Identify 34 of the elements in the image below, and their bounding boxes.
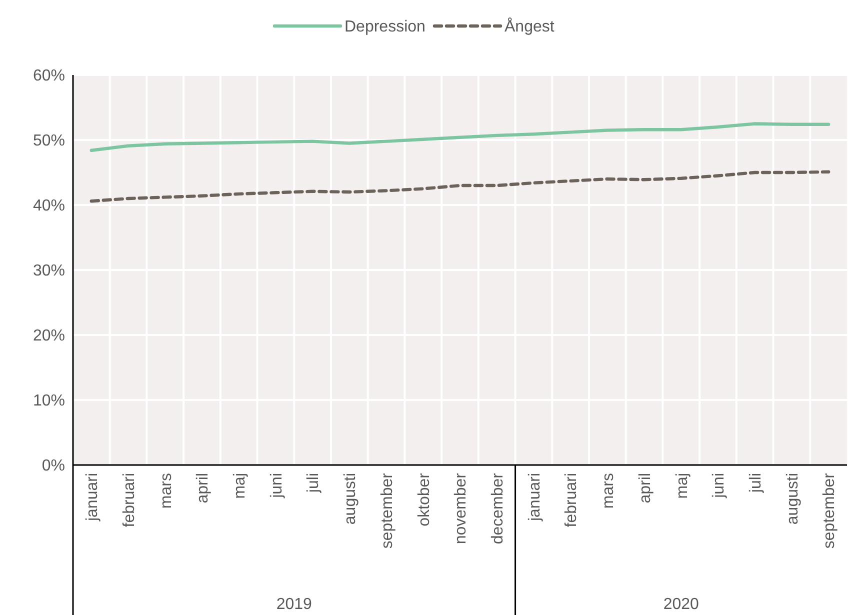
x-tick-label: mars xyxy=(158,473,175,509)
x-tick-label: juni xyxy=(710,473,728,499)
y-tick-label: 50% xyxy=(32,132,65,150)
x-tick-label: maj xyxy=(231,473,248,499)
legend-label: Ångest xyxy=(504,18,555,36)
line-series xyxy=(90,122,830,152)
x-tick-label: april xyxy=(194,473,212,504)
x-tick-label: november xyxy=(452,472,470,544)
x-tick-label: mars xyxy=(600,473,618,509)
x-tick-label: september xyxy=(821,472,838,549)
y-tick-label: 10% xyxy=(32,392,65,410)
x-tick-label: februari xyxy=(120,473,138,528)
x-tick-label: oktober xyxy=(416,472,433,526)
x-tick-label: januari xyxy=(526,473,544,522)
x-tick-label: augusti xyxy=(342,473,360,525)
x-tick-label: juli xyxy=(747,473,764,494)
x-tick-label: februari xyxy=(563,473,580,528)
line-series xyxy=(90,170,830,203)
text: 2019 xyxy=(276,596,312,613)
x-tick-label: juli xyxy=(305,473,322,494)
x-tick-label: juni xyxy=(268,473,286,499)
legend-label: Depression xyxy=(344,18,426,36)
y-tick-label: 0% xyxy=(42,458,65,475)
y-tick-label: 30% xyxy=(32,262,65,280)
x-tick-label: maj xyxy=(674,473,691,499)
x-tick-label: december xyxy=(489,472,506,544)
x-tick-label: januari xyxy=(84,473,102,522)
text: 2020 xyxy=(663,596,700,613)
x-tick-label: augusti xyxy=(784,473,802,525)
y-tick-label: 60% xyxy=(32,68,65,85)
x-tick-label: april xyxy=(636,473,654,504)
y-tick-label: 20% xyxy=(32,328,65,345)
y-tick-label: 40% xyxy=(32,198,65,215)
x-tick-label: september xyxy=(378,472,396,549)
